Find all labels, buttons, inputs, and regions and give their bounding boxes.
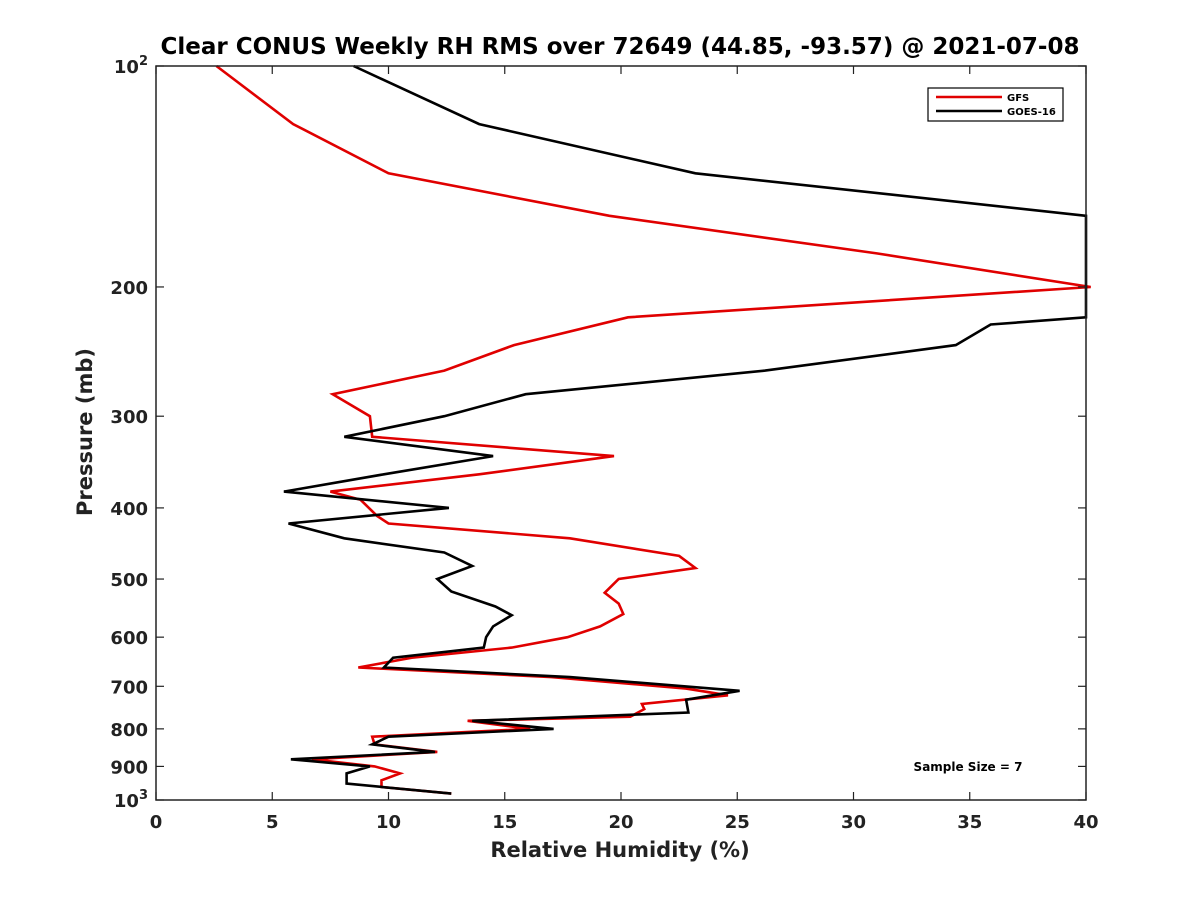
sample-size-annotation: Sample Size = 7 — [914, 760, 1023, 774]
y-tick-label: 102 — [114, 54, 148, 78]
legend-entry-goes16: GOES-16 — [1007, 107, 1056, 118]
x-tick-label: 40 — [1073, 812, 1098, 833]
series-line-gfs — [215, 64, 1091, 795]
y-tick-label: 103 — [114, 788, 148, 812]
series-layer — [215, 64, 1091, 795]
x-axis-label: Relative Humidity (%) — [490, 838, 749, 862]
x-tick-label: 30 — [841, 812, 866, 833]
legend-box — [927, 87, 1064, 122]
y-tick-label: 300 — [110, 407, 148, 428]
y-tick-label: 400 — [110, 499, 148, 520]
x-tick-label: 10 — [376, 812, 401, 833]
series-line-goes16 — [283, 64, 1088, 795]
x-tick-label: 15 — [492, 812, 517, 833]
y-tick-label: 500 — [110, 570, 148, 591]
y-tick-exponent: 2 — [139, 54, 148, 69]
y-tick-label: 700 — [110, 677, 148, 698]
x-tick-label: 5 — [266, 812, 279, 833]
y-tick-exponent: 3 — [139, 788, 148, 803]
x-axis-ticks: 0 5 10 15 20 25 30 35 40 — [150, 66, 1099, 833]
y-axis-label: Pressure (mb) — [73, 348, 97, 516]
x-tick-label: 25 — [725, 812, 750, 833]
y-tick-label: 900 — [110, 757, 148, 778]
legend-entry-gfs: GFS — [1007, 93, 1029, 104]
y-tick-label: 600 — [110, 628, 148, 649]
y-tick-label: 800 — [110, 720, 148, 741]
y-tick-base: 10 — [114, 791, 139, 812]
y-tick-label: 200 — [110, 278, 148, 299]
legend: GFS GOES-16 — [927, 87, 1064, 122]
y-tick-base: 10 — [114, 57, 139, 78]
x-tick-label: 0 — [150, 812, 163, 833]
chart-title: Clear CONUS Weekly RH RMS over 72649 (44… — [161, 34, 1080, 60]
x-tick-label: 20 — [608, 812, 633, 833]
x-tick-label: 35 — [957, 812, 982, 833]
